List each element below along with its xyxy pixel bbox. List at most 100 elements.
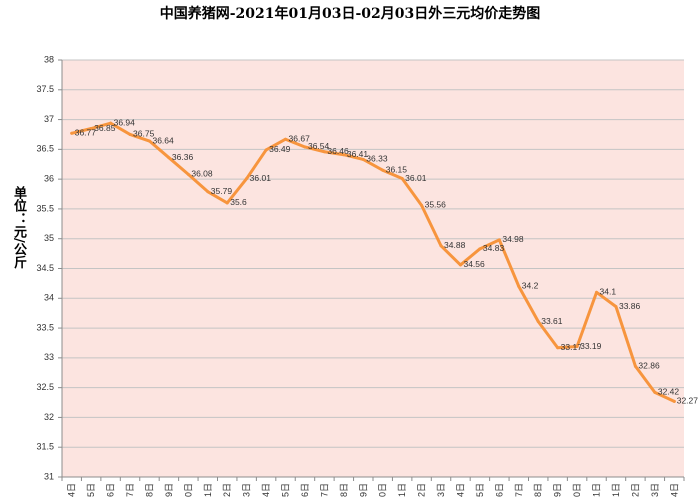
data-label: 32.86 — [638, 360, 660, 370]
x-tick-label: 4日 — [455, 483, 465, 497]
data-label: 36.46 — [327, 146, 349, 156]
x-tick-label: 1日 — [397, 483, 407, 497]
series — [70, 121, 676, 403]
data-point — [497, 238, 501, 242]
data-point — [225, 201, 229, 205]
data-point — [245, 177, 249, 181]
y-tick-label: 33.5 — [36, 322, 54, 332]
data-label: 33.17 — [561, 342, 583, 352]
data-label: 34.2 — [522, 281, 539, 291]
data-point — [361, 157, 365, 161]
y-tick-label: 35.5 — [36, 203, 54, 213]
x-tick-label: 6日 — [106, 483, 116, 497]
series-line — [70, 121, 676, 403]
x-tick-label: 2日 — [417, 483, 427, 497]
data-point — [556, 346, 560, 350]
gridlines — [62, 59, 684, 478]
data-label: 32.27 — [677, 396, 699, 406]
x-tick-label: 9日 — [358, 483, 368, 497]
data-point — [653, 390, 657, 394]
x-tick-label: 3日 — [242, 483, 252, 497]
data-point — [420, 203, 424, 207]
data-point — [575, 345, 579, 349]
x-tick-label: 3日 — [436, 483, 446, 497]
data-label: 33.19 — [580, 341, 602, 351]
x-tick-label: 2日 — [222, 483, 232, 497]
y-tick-label: 32.5 — [36, 382, 54, 392]
data-label: 34.1 — [600, 287, 617, 297]
y-tick-label: 36 — [44, 174, 54, 184]
data-point — [517, 284, 521, 288]
data-label: 34.98 — [502, 234, 524, 244]
x-tick-label: 7日 — [125, 483, 135, 497]
data-label: 33.61 — [541, 316, 563, 326]
data-point — [206, 190, 210, 194]
data-label: 34.56 — [463, 259, 485, 269]
x-tick-label: 0日 — [183, 483, 193, 497]
y-tick-label: 33 — [44, 352, 54, 362]
data-point — [322, 150, 326, 154]
data-label: 34.88 — [444, 240, 466, 250]
x-tick-label: 9日 — [553, 483, 563, 497]
data-point — [400, 177, 404, 181]
data-label: 36.77 — [75, 128, 97, 138]
y-tick-label: 34 — [44, 293, 54, 303]
x-tick-label: 7日 — [514, 483, 524, 497]
data-label: 36.54 — [308, 141, 330, 151]
data-label: 36.75 — [133, 129, 155, 139]
x-tick-label: 1日 — [203, 483, 213, 497]
data-label: 36.01 — [250, 173, 272, 183]
data-point — [284, 137, 288, 141]
x-tick-label: 3日 — [650, 483, 660, 497]
data-label: 36.49 — [269, 144, 291, 154]
y-tick-label: 38 — [44, 54, 54, 64]
data-label: 36.41 — [347, 149, 369, 159]
data-label: 33.86 — [619, 301, 641, 311]
x-tick-label: 4日 — [67, 483, 77, 497]
data-point — [303, 145, 307, 149]
y-tick-label: 32 — [44, 412, 54, 422]
x-tick-label: 8日 — [144, 483, 154, 497]
x-tick-label: 4日 — [261, 483, 271, 497]
data-point — [633, 364, 637, 368]
x-tick-label: 6日 — [494, 483, 504, 497]
data-label: 36.08 — [191, 169, 213, 179]
data-label: 36.64 — [152, 135, 174, 145]
y-tick-label: 31.5 — [36, 442, 54, 452]
y-tick-label: 34.5 — [36, 263, 54, 273]
x-tick-label: 5日 — [86, 483, 96, 497]
data-label: 35.6 — [230, 197, 247, 207]
y-tick-label: 36.5 — [36, 144, 54, 154]
x-tick-label: 6日 — [300, 483, 310, 497]
data-point — [70, 131, 74, 135]
data-point — [439, 244, 443, 248]
x-tick-label: 0日 — [378, 483, 388, 497]
data-label: 36.36 — [172, 152, 194, 162]
y-tick-label: 37 — [44, 114, 54, 124]
x-tick-label: 1日 — [592, 483, 602, 497]
data-point — [478, 247, 482, 251]
data-point — [672, 399, 676, 403]
data-label: 36.94 — [114, 117, 136, 127]
data-point — [342, 153, 346, 157]
data-label: 32.42 — [658, 387, 680, 397]
data-label: 35.56 — [425, 200, 447, 210]
data-label: 36.67 — [289, 133, 311, 143]
chart-title: 中国养猪网-2021年01月03日-02月03日外三元均价走势图 — [159, 6, 541, 22]
data-label: 36.85 — [94, 123, 116, 133]
x-tick-label: 1日 — [611, 483, 621, 497]
data-point — [458, 263, 462, 267]
data-point — [128, 132, 132, 136]
x-tick-label: 8日 — [339, 483, 349, 497]
y-tick-label: 35 — [44, 233, 54, 243]
data-point — [536, 320, 540, 324]
data-label: 36.33 — [366, 154, 388, 164]
data-label: 36.01 — [405, 173, 427, 183]
data-point — [89, 127, 93, 131]
data-point — [186, 172, 190, 176]
x-tick-label: 9日 — [164, 483, 174, 497]
y-axis-ticks: 31 31.5 32 32.5 33 33.5 34 34.5 35 35.5 36 36.5 37 37… — [36, 54, 62, 481]
x-tick-label: 7日 — [319, 483, 329, 497]
